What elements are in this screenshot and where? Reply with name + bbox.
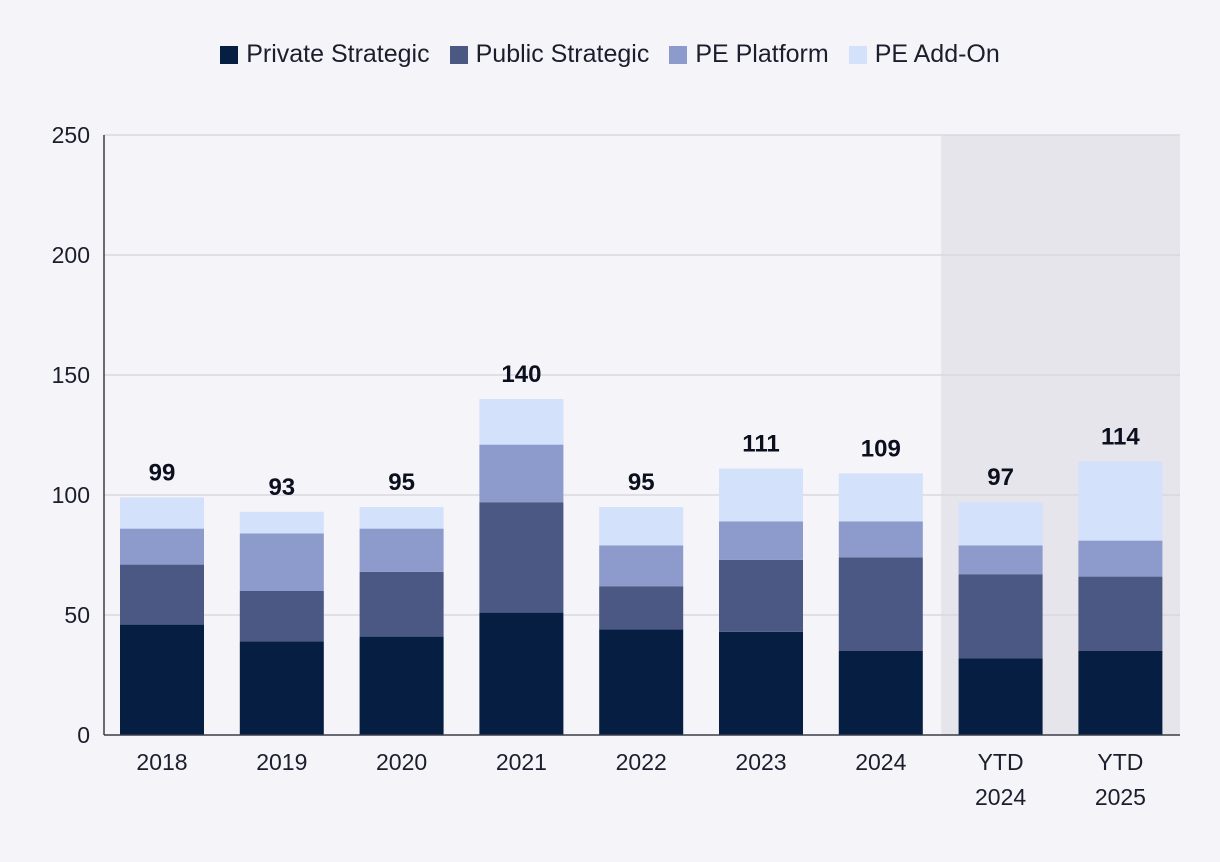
x-tick-label: 2023 [735,749,786,775]
legend-label: PE Add-On [874,40,1000,68]
bar-segment-pe-platform [479,444,564,503]
legend-item: Public Strategic [449,40,650,69]
bar-total-label: 140 [501,361,541,388]
bar-segment-private-strategic [838,651,923,735]
bar-segment-private-strategic [479,612,564,735]
bar-segment-pe-add-on [239,511,324,534]
bar-segment-public-strategic [239,591,324,642]
bar-segment-pe-platform [719,521,803,560]
bar-segment-pe-platform [1078,540,1163,577]
bar-segment-pe-add-on [599,507,684,546]
bar-segment-private-strategic [719,631,803,735]
legend-item: PE Add-On [848,40,1000,69]
legend-swatch [220,45,239,64]
y-tick-label: 50 [64,602,90,628]
bar-segment-pe-platform [120,528,204,565]
bar-segment-pe-platform [599,545,684,587]
x-tick-label: 2024 [855,749,906,775]
x-tick-label: 2021 [496,749,547,775]
x-tick-label: 2019 [256,749,307,775]
bar-total-label: 109 [861,435,901,462]
bar-segment-pe-add-on [719,468,803,522]
x-tick-label: 2025 [1095,784,1146,810]
y-tick-label: 100 [52,482,90,508]
bar-segment-public-strategic [599,586,684,630]
x-tick-label: 2022 [616,749,667,775]
legend-item: PE Platform [669,40,829,69]
bar-total-label: 111 [742,431,779,458]
bar-segment-public-strategic [359,571,444,637]
bar-segment-pe-add-on [120,497,204,529]
bar-segment-private-strategic [958,658,1043,735]
y-tick-label: 150 [52,362,90,388]
bar-segment-public-strategic [120,564,204,625]
bar-segment-pe-add-on [359,507,444,529]
bar-segment-public-strategic [479,502,564,613]
y-tick-label: 0 [77,722,90,748]
x-tick-label: 2018 [136,749,187,775]
bar-segment-pe-platform [239,533,324,591]
bar-total-label: 114 [1101,423,1140,450]
legend-swatch [669,45,688,64]
x-tick-label: YTD [978,749,1024,775]
bar-total-label: 95 [628,469,655,496]
bar-segment-private-strategic [120,624,204,735]
bar-segment-public-strategic [719,559,803,632]
legend-label: Private Strategic [246,40,430,68]
legend: Private Strategic Public Strategic PE Plat… [0,40,1220,69]
bar-total-label: 95 [388,469,415,496]
legend-label: Public Strategic [475,40,650,68]
legend-label: PE Platform [695,40,829,68]
bar-segment-pe-platform [958,545,1043,575]
x-tick-label: 2024 [975,784,1026,810]
bar-segment-public-strategic [958,574,1043,659]
bar-segment-private-strategic [239,641,324,735]
bar-segment-pe-add-on [479,399,564,445]
x-tick-label: YTD [1097,749,1143,775]
bar-segment-private-strategic [359,636,444,735]
bar-segment-public-strategic [838,557,923,651]
bar-segment-pe-platform [359,528,444,572]
bar-segment-pe-platform [838,521,923,558]
bar-segment-private-strategic [1078,651,1163,735]
legend-swatch [449,45,468,64]
x-tick-label: 2020 [376,749,427,775]
bar-segment-public-strategic [1078,576,1163,651]
y-tick-label: 250 [52,122,90,148]
bar-segment-private-strategic [599,629,684,735]
bar-segment-pe-add-on [838,473,923,522]
y-tick-label: 200 [52,242,90,268]
legend-item: Private Strategic [220,40,430,69]
bar-segment-pe-add-on [958,502,1043,546]
bar-total-label: 99 [149,459,176,486]
bar-total-label: 97 [987,464,1014,491]
legend-swatch [848,45,867,64]
bar-total-label: 93 [268,474,295,501]
bar-segment-pe-add-on [1078,461,1163,541]
